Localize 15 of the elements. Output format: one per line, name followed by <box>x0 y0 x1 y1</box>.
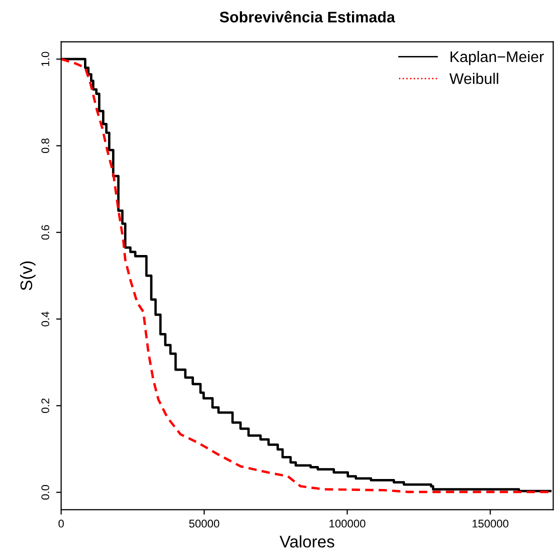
chart-title: Sobrevivência Estimada <box>220 10 396 22</box>
x-tick-label: 50000 <box>189 520 220 528</box>
y-tick-label: 0.0 <box>41 485 50 500</box>
y-axis-title: S(v) <box>20 261 36 290</box>
y-tick-label: 0.4 <box>41 312 50 326</box>
x-tick-label: 0 <box>58 520 64 528</box>
legend-label: Kaplan−Meier <box>450 50 544 66</box>
legend-label: Weibull <box>449 72 498 84</box>
x-tick-label: 100000 <box>330 520 366 528</box>
y-tick-label: 0.6 <box>41 225 50 240</box>
x-tick-label: 150000 <box>472 520 508 528</box>
y-tick-label: 0.8 <box>41 138 50 154</box>
x-axis-title: Valores <box>280 535 334 548</box>
y-tick-label: 0.2 <box>41 398 50 413</box>
y-tick-label: 1.0 <box>41 52 50 66</box>
